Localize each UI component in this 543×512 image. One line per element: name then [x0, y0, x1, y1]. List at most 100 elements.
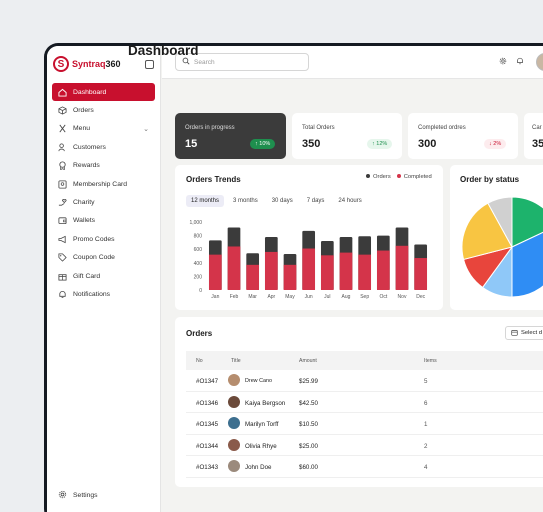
stat-value: 15 — [185, 138, 198, 150]
order-title: Olivia Rhye — [245, 442, 277, 450]
y-tick-label: 400 — [194, 261, 203, 267]
order-no: #O1346 — [196, 399, 219, 407]
hand-heart-icon — [58, 198, 67, 207]
stat-label: Orders in progress — [185, 125, 235, 131]
sidebar-item-gift-card[interactable]: Gift Card — [52, 267, 155, 285]
legend-orders: Orders — [366, 174, 391, 180]
table-row[interactable]: #O1344 Olivia Rhye $25.00 2 — [186, 435, 543, 456]
sidebar: S Syntraq360 Dashboard Orders Menu ⌄ Cus… — [47, 46, 161, 512]
order-items: 5 — [424, 378, 428, 385]
wallet-icon — [58, 216, 67, 225]
bar-completed[interactable] — [227, 246, 241, 290]
sidebar-nav: Dashboard Orders Menu ⌄ Customers Reward… — [52, 83, 155, 304]
x-tick-label: Jun — [305, 294, 313, 300]
pie-slice[interactable] — [511, 196, 543, 248]
sidebar-item-coupon-code[interactable]: Coupon Code — [52, 249, 155, 267]
sidebar-item-label: Charity — [73, 199, 95, 207]
order-no: #O1344 — [196, 442, 219, 450]
sidebar-item-promo-codes[interactable]: Promo Codes — [52, 230, 155, 248]
bar-completed[interactable] — [376, 250, 390, 290]
search-input[interactable]: Search — [175, 53, 309, 71]
sidebar-item-charity[interactable]: Charity — [52, 193, 155, 211]
order-amount: $10.50 — [299, 421, 318, 428]
calendar-icon — [511, 329, 518, 338]
x-tick-label: Jan — [211, 294, 219, 300]
bar-completed[interactable] — [395, 245, 409, 290]
bar-completed[interactable] — [208, 254, 222, 290]
order-amount: $42.50 — [299, 399, 318, 407]
orders-trends-chart: 1,000 800 600 400 200 0 Jan Feb Mar Apr May Jun Jul A… — [189, 220, 428, 300]
gift-icon — [58, 272, 67, 281]
col-no: No — [196, 358, 203, 364]
sidebar-item-menu[interactable]: Menu ⌄ — [52, 120, 155, 138]
y-tick-label: 800 — [194, 234, 203, 240]
stat-label: Car — [532, 125, 542, 131]
sidebar-item-membership-card[interactable]: Membership Card — [52, 175, 155, 193]
chevron-down-icon[interactable]: ⌄ — [143, 125, 149, 133]
gear-icon — [58, 490, 67, 501]
pie-slice[interactable] — [461, 202, 513, 261]
sidebar-item-rewards[interactable]: Rewards — [52, 157, 155, 175]
tab-12-months[interactable]: 12 months — [186, 195, 225, 207]
tab-7-days[interactable]: 7 days — [306, 198, 325, 204]
tag-icon — [58, 253, 67, 262]
pie-slice[interactable] — [511, 226, 543, 298]
tab-3-months[interactable]: 3 months — [233, 198, 258, 204]
x-tick-label: Apr — [267, 294, 275, 300]
sidebar-item-settings[interactable]: Settings — [58, 490, 98, 501]
stat-card-in-progress[interactable]: Orders in progress 15 ↑ 10% — [175, 113, 286, 159]
bar-completed[interactable] — [246, 264, 260, 290]
sidebar-item-orders[interactable]: Orders — [52, 101, 155, 119]
orders-table-header: No Title Amount Items — [186, 351, 543, 370]
topbar: Search — [162, 46, 543, 79]
bar-completed[interactable] — [358, 254, 372, 290]
notification-bell-icon[interactable] — [516, 57, 524, 67]
trend-badge: ↑ 12% — [367, 139, 393, 149]
table-row[interactable]: #O1347 Drew Cano $25.99 5 — [186, 370, 543, 392]
order-title: Kaiya Bergson — [245, 399, 286, 407]
table-row[interactable]: #O1345 Marilyn Torff $10.50 1 — [186, 413, 543, 435]
avatar — [228, 374, 240, 386]
award-icon — [58, 161, 67, 171]
tab-24-hours[interactable]: 24 hours — [338, 198, 362, 204]
brand-logo[interactable]: S Syntraq360 — [53, 56, 121, 72]
bar-completed[interactable] — [320, 255, 334, 290]
sidebar-item-notifications[interactable]: Notifications — [52, 285, 155, 303]
avatar — [228, 438, 240, 451]
order-title: Drew Cano — [245, 378, 272, 384]
sidebar-item-wallets[interactable]: Wallets — [52, 212, 155, 230]
sidebar-item-label: Rewards — [73, 162, 100, 170]
bar-completed[interactable] — [302, 248, 316, 290]
tab-30-days[interactable]: 30 days — [271, 198, 293, 204]
table-row[interactable]: #O1343 John Doe $60.00 4 — [186, 456, 543, 478]
order-title: John Doe — [245, 464, 272, 471]
x-tick-label: Sep — [360, 294, 369, 300]
x-tick-label: Oct — [379, 294, 387, 300]
bar-completed[interactable] — [283, 264, 297, 290]
bar-completed[interactable] — [414, 258, 428, 290]
stat-card-completed[interactable]: Completed ordres 300 ↓ 2% — [408, 113, 518, 159]
sidebar-item-dashboard[interactable]: Dashboard — [52, 83, 155, 102]
pie-slice[interactable] — [487, 196, 513, 248]
order-status-pie — [461, 196, 543, 298]
sidebar-item-customers[interactable]: Customers — [52, 138, 155, 156]
brand-name: Syntraq360 — [72, 59, 121, 69]
sidebar-item-label: Menu — [73, 125, 91, 133]
bar-completed[interactable] — [339, 252, 353, 290]
box-icon — [58, 106, 67, 115]
collapse-sidebar-icon[interactable] — [145, 60, 154, 69]
x-tick-label: Dec — [416, 294, 425, 300]
col-amount: Amount — [299, 358, 317, 364]
stat-card-partial[interactable]: Car 35 — [524, 113, 543, 159]
col-title: Title — [231, 358, 241, 364]
x-tick-label: Aug — [342, 294, 351, 300]
user-avatar[interactable] — [536, 53, 543, 71]
settings-label: Settings — [73, 492, 98, 499]
stat-card-total-orders[interactable]: Total Orders 350 ↑ 12% — [292, 113, 402, 159]
table-row[interactable]: #O1346 Kaiya Bergson $42.50 6 — [186, 392, 543, 413]
order-title: Marilyn Torff — [245, 421, 279, 428]
avatar — [228, 417, 240, 429]
settings-gear-icon[interactable] — [499, 57, 507, 67]
bar-completed[interactable] — [264, 251, 278, 290]
select-date-button[interactable]: Select d — [505, 326, 543, 340]
